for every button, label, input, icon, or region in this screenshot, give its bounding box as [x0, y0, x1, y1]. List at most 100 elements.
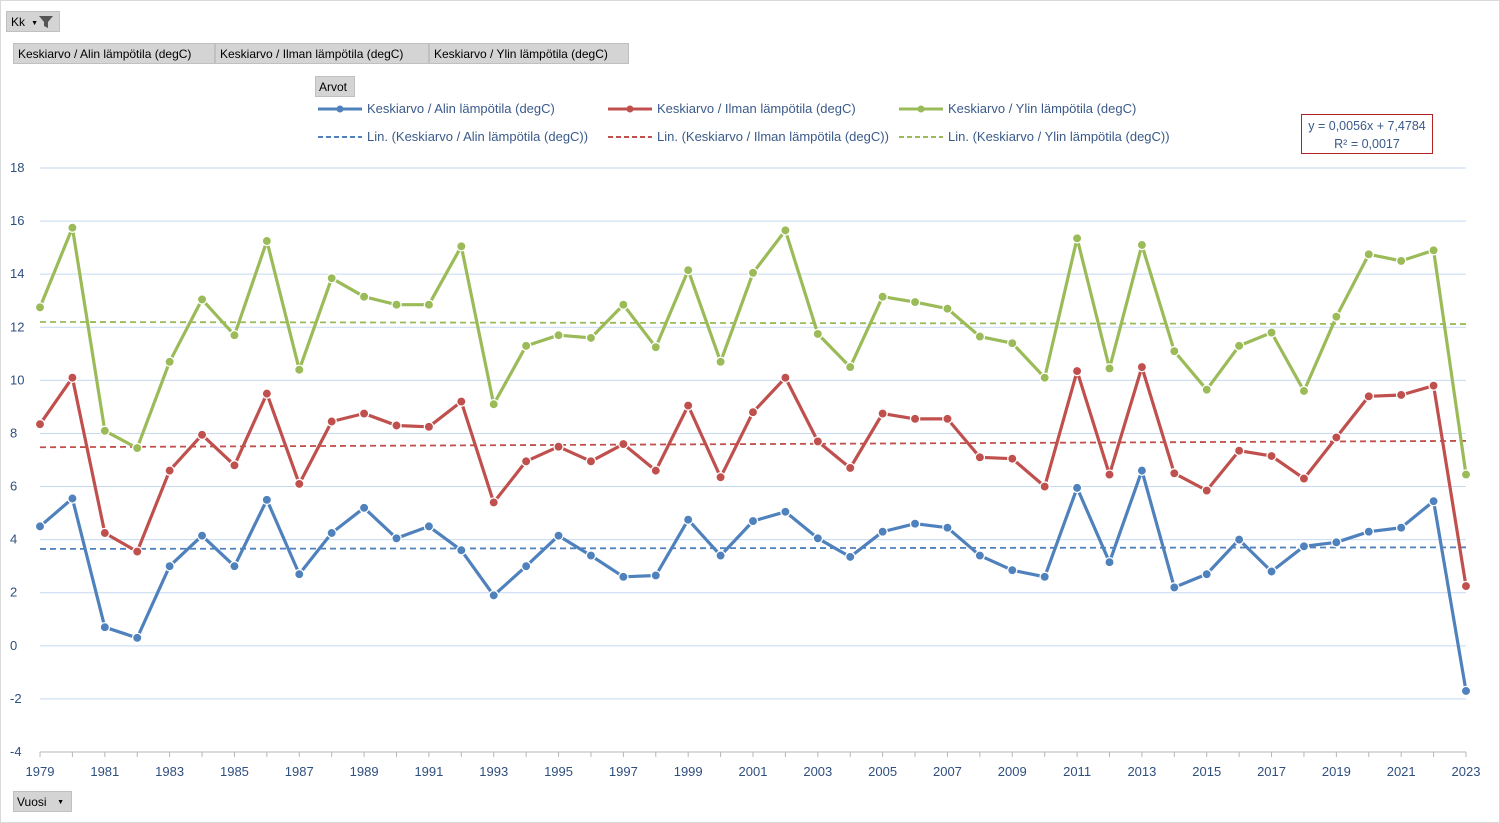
legend-entry-trend-air[interactable]: Lin. (Keskiarvo / Ilman lämpötila (degC)… — [608, 129, 889, 144]
data-point[interactable] — [877, 526, 888, 537]
data-point[interactable] — [423, 421, 435, 433]
data-point[interactable] — [358, 502, 370, 514]
data-point[interactable] — [780, 225, 791, 236]
data-point[interactable] — [196, 530, 208, 541]
data-point[interactable] — [682, 514, 694, 525]
data-point[interactable] — [780, 506, 791, 518]
data-point[interactable] — [1363, 526, 1375, 537]
data-point[interactable] — [974, 550, 986, 561]
data-point[interactable] — [358, 291, 370, 302]
data-point[interactable] — [164, 465, 175, 476]
data-point[interactable] — [261, 388, 273, 399]
data-point[interactable] — [131, 442, 143, 454]
data-point[interactable] — [909, 413, 921, 425]
data-point[interactable] — [1298, 541, 1310, 552]
data-point[interactable] — [942, 413, 953, 425]
data-point[interactable] — [585, 332, 597, 344]
data-point[interactable] — [294, 364, 305, 375]
data-point[interactable] — [1007, 564, 1018, 576]
data-point[interactable] — [650, 570, 662, 581]
data-point[interactable] — [131, 546, 143, 557]
data-point[interactable] — [1071, 482, 1083, 494]
data-point[interactable] — [358, 408, 370, 419]
data-point[interactable] — [1298, 473, 1310, 484]
data-point[interactable] — [1136, 361, 1148, 373]
data-point[interactable] — [99, 621, 111, 633]
data-point[interactable] — [326, 272, 337, 284]
data-point[interactable] — [1201, 384, 1212, 395]
value-field-button-min[interactable]: Keskiarvo / Alin lämpötila (degC) — [13, 43, 215, 64]
value-field-button-air[interactable]: Keskiarvo / Ilman lämpötila (degC) — [215, 43, 429, 64]
data-point[interactable] — [229, 560, 240, 572]
month-filter-button[interactable]: Kk ▼ — [6, 11, 60, 32]
data-point[interactable] — [909, 518, 921, 529]
legend-entry-trend-max[interactable]: Lin. (Keskiarvo / Ylin lämpötila (degC)) — [899, 129, 1170, 144]
data-point[interactable] — [844, 551, 856, 563]
data-point[interactable] — [99, 527, 111, 539]
data-point[interactable] — [553, 441, 564, 452]
data-point[interactable] — [1266, 327, 1277, 338]
data-point[interactable] — [164, 560, 175, 572]
data-point[interactable] — [747, 515, 759, 527]
data-point[interactable] — [1331, 311, 1342, 322]
data-point[interactable] — [261, 494, 273, 506]
data-point[interactable] — [294, 478, 305, 490]
data-point[interactable] — [1395, 255, 1407, 267]
data-point[interactable] — [974, 331, 986, 342]
data-point[interactable] — [520, 560, 532, 572]
data-point[interactable] — [747, 406, 759, 418]
data-point[interactable] — [909, 296, 921, 308]
data-point[interactable] — [34, 302, 46, 313]
data-point[interactable] — [585, 456, 597, 467]
year-axis-field-button[interactable]: Vuosi ▼ — [13, 791, 72, 812]
data-point[interactable] — [326, 416, 337, 427]
data-point[interactable] — [682, 264, 694, 276]
legend-entry-air[interactable]: Keskiarvo / Ilman lämpötila (degC) — [608, 101, 856, 116]
data-point[interactable] — [1071, 233, 1083, 244]
data-point[interactable] — [456, 396, 467, 407]
data-point[interactable] — [1104, 556, 1115, 568]
data-point[interactable] — [1298, 385, 1310, 397]
data-point[interactable] — [1007, 453, 1018, 464]
data-point[interactable] — [488, 590, 499, 601]
data-point[interactable] — [1071, 365, 1083, 377]
data-point[interactable] — [196, 429, 208, 441]
data-point[interactable] — [1266, 566, 1277, 577]
data-point[interactable] — [423, 299, 435, 310]
data-point[interactable] — [1039, 571, 1050, 583]
data-point[interactable] — [1201, 568, 1212, 580]
data-point[interactable] — [1233, 445, 1245, 456]
data-point[interactable] — [1428, 380, 1439, 391]
data-point[interactable] — [131, 632, 143, 644]
data-point[interactable] — [1104, 363, 1115, 374]
data-point[interactable] — [618, 299, 629, 310]
data-point[interactable] — [67, 222, 78, 233]
data-point[interactable] — [196, 294, 208, 305]
data-point[interactable] — [844, 462, 856, 474]
value-field-button-max[interactable]: Keskiarvo / Ylin lämpötila (degC) — [429, 43, 629, 64]
data-point[interactable] — [1363, 391, 1375, 402]
trendline-equation-label[interactable]: y = 0,0056x + 7,4784 R² = 0,0017 — [1301, 114, 1433, 154]
data-point[interactable] — [715, 472, 726, 483]
data-point[interactable] — [747, 267, 759, 279]
data-point[interactable] — [34, 418, 46, 430]
data-point[interactable] — [1104, 469, 1115, 480]
data-point[interactable] — [488, 399, 499, 410]
data-point[interactable] — [1169, 582, 1180, 593]
data-point[interactable] — [1136, 465, 1148, 476]
data-point[interactable] — [780, 372, 791, 383]
data-point[interactable] — [1331, 537, 1342, 548]
data-point[interactable] — [1428, 245, 1439, 256]
legend-entry-min[interactable]: Keskiarvo / Alin lämpötila (degC) — [318, 101, 555, 116]
data-point[interactable] — [553, 530, 564, 541]
data-point[interactable] — [294, 568, 305, 580]
data-point[interactable] — [456, 241, 467, 252]
data-point[interactable] — [229, 329, 240, 341]
data-point[interactable] — [585, 550, 597, 561]
data-point[interactable] — [682, 400, 694, 411]
data-point[interactable] — [229, 460, 240, 471]
data-point[interactable] — [942, 303, 953, 314]
data-point[interactable] — [618, 438, 629, 450]
data-point[interactable] — [456, 545, 467, 556]
data-point[interactable] — [618, 571, 629, 583]
